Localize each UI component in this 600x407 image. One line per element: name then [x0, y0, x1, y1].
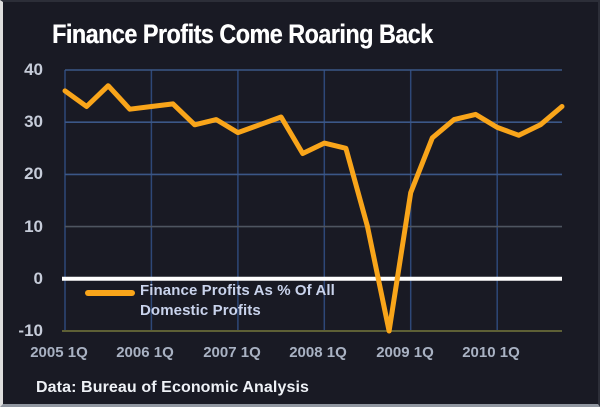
data-line-finance-profits	[62, 83, 565, 334]
x-tick-label: 2008 1Q	[289, 344, 347, 361]
legend-line-swatch	[85, 290, 135, 296]
y-tick-label: -10	[18, 321, 43, 340]
legend-label-line2: Domestic Profits	[140, 302, 261, 319]
x-tick-label: 2006 1Q	[116, 344, 174, 361]
legend: Finance Profits As % Of All Domestic Pro…	[85, 281, 335, 321]
y-tick-label: 10	[24, 217, 43, 236]
chart-title: Finance Profits Come Roaring Back	[52, 19, 433, 49]
source-note: Data: Bureau of Economic Analysis	[36, 379, 309, 396]
chart-canvas	[62, 69, 565, 334]
x-tick-label: 2005 1Q	[30, 344, 88, 361]
y-tick-label: 0	[33, 269, 43, 288]
y-tick-label: 40	[24, 60, 43, 79]
legend-label: Finance Profits As % Of All Domestic Pro…	[140, 281, 335, 321]
x-tick-label: 2009 1Q	[376, 344, 434, 361]
legend-label-line1: Finance Profits As % Of All	[140, 282, 335, 299]
y-tick-label: 30	[24, 112, 43, 131]
x-tick-label: 2010 1Q	[462, 344, 520, 361]
x-tick-label: 2007 1Q	[203, 344, 261, 361]
y-tick-label: 20	[24, 164, 43, 183]
